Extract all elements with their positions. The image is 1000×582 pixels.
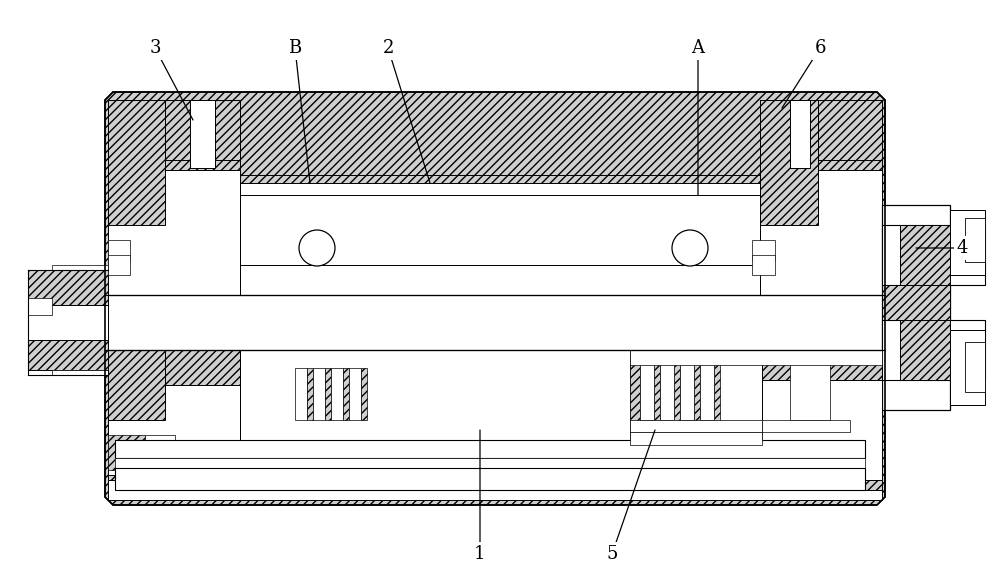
Text: B: B: [288, 39, 302, 57]
Text: 4: 4: [956, 239, 968, 257]
Text: 6: 6: [814, 39, 826, 57]
Polygon shape: [108, 100, 165, 225]
Polygon shape: [28, 305, 108, 340]
Polygon shape: [190, 100, 215, 168]
Polygon shape: [762, 350, 882, 490]
Polygon shape: [28, 340, 108, 370]
Polygon shape: [882, 225, 985, 285]
Polygon shape: [680, 363, 694, 420]
Polygon shape: [240, 183, 760, 295]
Polygon shape: [882, 320, 985, 380]
Polygon shape: [950, 210, 985, 275]
Polygon shape: [240, 195, 760, 265]
Circle shape: [672, 230, 708, 266]
Polygon shape: [762, 420, 850, 432]
Polygon shape: [108, 350, 882, 455]
Polygon shape: [900, 320, 950, 380]
Text: 3: 3: [149, 39, 161, 57]
Polygon shape: [108, 255, 130, 275]
Circle shape: [299, 230, 335, 266]
Polygon shape: [108, 170, 240, 295]
Polygon shape: [108, 240, 130, 260]
Polygon shape: [307, 368, 313, 420]
Polygon shape: [630, 420, 762, 432]
Polygon shape: [108, 350, 240, 480]
Polygon shape: [965, 218, 985, 262]
Polygon shape: [630, 363, 640, 430]
Polygon shape: [882, 205, 950, 410]
Polygon shape: [674, 363, 680, 430]
Polygon shape: [331, 368, 343, 420]
Polygon shape: [950, 330, 985, 405]
Polygon shape: [694, 363, 700, 430]
Polygon shape: [325, 368, 331, 420]
Polygon shape: [640, 363, 654, 420]
Polygon shape: [790, 100, 810, 168]
Polygon shape: [108, 350, 165, 420]
Polygon shape: [108, 295, 882, 350]
Polygon shape: [108, 100, 240, 295]
Polygon shape: [700, 363, 714, 420]
Text: A: A: [692, 39, 704, 57]
Polygon shape: [760, 100, 882, 295]
Polygon shape: [900, 225, 950, 285]
Polygon shape: [115, 458, 865, 470]
Polygon shape: [760, 170, 882, 295]
Polygon shape: [760, 100, 818, 225]
Polygon shape: [108, 380, 240, 475]
Text: 5: 5: [606, 545, 618, 563]
Polygon shape: [165, 100, 240, 160]
Text: 1: 1: [474, 545, 486, 563]
Polygon shape: [108, 435, 145, 470]
Polygon shape: [660, 363, 674, 420]
Polygon shape: [882, 285, 950, 320]
Text: 2: 2: [382, 39, 394, 57]
Polygon shape: [52, 265, 108, 270]
Polygon shape: [115, 468, 865, 490]
Polygon shape: [108, 175, 882, 295]
Polygon shape: [52, 370, 108, 375]
Polygon shape: [752, 240, 775, 260]
Polygon shape: [343, 368, 349, 420]
Polygon shape: [28, 270, 108, 305]
Polygon shape: [165, 350, 240, 385]
Polygon shape: [105, 295, 885, 350]
Polygon shape: [630, 432, 762, 445]
Polygon shape: [105, 92, 885, 505]
Polygon shape: [965, 342, 985, 392]
Polygon shape: [108, 350, 882, 500]
Polygon shape: [630, 350, 762, 490]
Polygon shape: [654, 363, 660, 430]
Polygon shape: [145, 435, 175, 460]
Polygon shape: [349, 368, 361, 420]
Polygon shape: [714, 363, 720, 430]
Polygon shape: [752, 255, 775, 275]
Polygon shape: [115, 440, 865, 458]
Polygon shape: [295, 368, 307, 420]
Polygon shape: [313, 368, 325, 420]
Polygon shape: [28, 298, 52, 315]
Polygon shape: [630, 350, 882, 365]
Polygon shape: [818, 100, 882, 160]
Polygon shape: [361, 368, 367, 420]
Polygon shape: [790, 350, 830, 420]
Polygon shape: [762, 380, 882, 480]
